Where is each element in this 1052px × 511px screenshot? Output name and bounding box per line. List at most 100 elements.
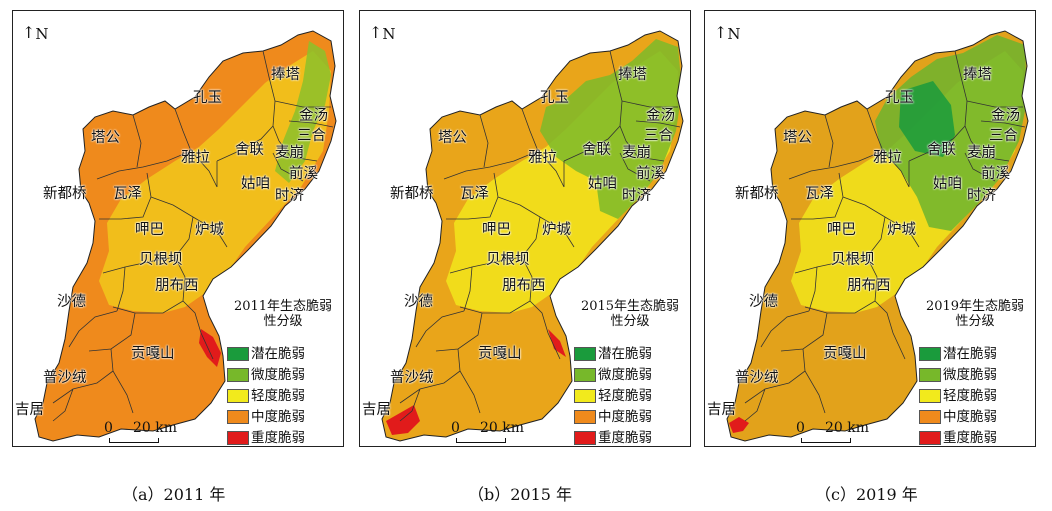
north-label: N: [35, 25, 49, 43]
place-label: 金汤: [646, 108, 675, 124]
place-label: 普沙绒: [390, 370, 434, 386]
legend-swatch: [227, 431, 249, 445]
legend-swatch: [919, 431, 941, 445]
place-label: 呷巴: [135, 222, 164, 238]
caption-a: （a）2011 年: [122, 485, 226, 504]
place-label: 雅拉: [181, 150, 210, 166]
place-label: 沙德: [749, 294, 778, 310]
place-label: 捧塔: [963, 67, 992, 83]
township-boundaries: [399, 50, 681, 422]
place-label: 新都桥: [43, 186, 87, 202]
place-label: 新都桥: [735, 186, 779, 202]
place-label: 瓦泽: [460, 186, 489, 202]
north-arrow: ↑N: [714, 25, 741, 44]
legend-item-label: 微度脆弱: [943, 367, 997, 383]
township-boundaries: [744, 50, 1026, 422]
legend-item-label: 重度脆弱: [251, 430, 305, 446]
place-label: 麦崩: [967, 145, 996, 161]
legend-swatch: [919, 410, 941, 424]
scale-zero: 0: [104, 420, 113, 436]
place-label: 塔公: [438, 130, 467, 146]
legend-item-label: 轻度脆弱: [598, 388, 652, 404]
raster-green-zone: [540, 39, 682, 219]
place-label: 姑咱: [933, 176, 962, 192]
scale-distance: 20 km: [133, 420, 178, 436]
place-label: 吉居: [15, 402, 44, 418]
township-boundaries: [52, 50, 334, 422]
north-arrow: ↑N: [22, 23, 49, 44]
north-arrow: ↑N: [369, 25, 396, 44]
place-label: 孔玉: [885, 90, 914, 106]
place-label: 朋布西: [502, 278, 546, 294]
legend-item-label: 重度脆弱: [598, 430, 652, 446]
legend-title-line2: 性分级: [263, 314, 303, 329]
legend-item-label: 轻度脆弱: [943, 388, 997, 404]
place-label: 塔公: [783, 130, 812, 146]
scale-bar: 0 20 km: [451, 420, 554, 446]
place-label: 孔玉: [193, 90, 222, 106]
legend-title-line1: 2015年生态脆弱: [580, 299, 680, 314]
legend-title-line1: 2019年生态脆弱: [925, 299, 1025, 314]
scale-distance: 20 km: [480, 420, 525, 436]
place-label: 孔玉: [540, 90, 569, 106]
place-label: 瓦泽: [805, 186, 834, 202]
place-label: 呷巴: [827, 222, 856, 238]
raster-light-zone: [99, 51, 331, 313]
place-label: 瓦泽: [113, 186, 142, 202]
legend-item-label: 重度脆弱: [943, 430, 997, 446]
place-label: 雅拉: [528, 150, 557, 166]
raster-green-zone: [275, 41, 331, 183]
map-panel-2015: ↑N 捧塔 孔玉 金汤 三合 塔公 雅拉 舍联 麦崩 前溪 新都桥 瓦泽 姑咱 时济 呷巴 炉城 贝根坝 朋布西…: [359, 10, 691, 447]
place-label: 前溪: [981, 166, 1010, 182]
scale-distance: 20 km: [825, 420, 870, 436]
place-label: 贝根坝: [486, 252, 530, 268]
place-label: 舍联: [582, 142, 611, 158]
place-label: 三合: [989, 128, 1018, 144]
place-label: 麦崩: [275, 145, 304, 161]
legend-item-label: 中度脆弱: [943, 409, 997, 425]
place-label: 朋布西: [847, 278, 891, 294]
raster-severe-zone: [729, 417, 749, 433]
caption-c: （c）2019 年: [815, 485, 918, 504]
legend-swatch: [574, 410, 596, 424]
county-boundary: [381, 30, 684, 442]
place-label: 普沙绒: [735, 370, 779, 386]
legend-swatch: [227, 347, 249, 361]
scale-bar-line: [801, 438, 851, 443]
map-panel-2011: ↑N 捧塔 孔玉 金汤 三合 塔公 雅拉 舍联 麦崩 前溪 新都桥 瓦泽 姑咱 时济 呷巴 炉城 贝根坝 朋布西…: [12, 10, 344, 447]
place-label: 贝根坝: [139, 252, 183, 268]
scale-bar: 0 20 km: [796, 420, 899, 446]
place-label: 金汤: [991, 108, 1020, 124]
place-label: 贝根坝: [831, 252, 875, 268]
place-label: 贡嘎山: [478, 346, 522, 362]
place-label: 时济: [275, 188, 304, 204]
north-arrow-icon: ↑: [22, 23, 36, 42]
map-canvas: [726, 30, 1029, 442]
place-label: 姑咱: [241, 176, 270, 192]
legend-swatch: [919, 368, 941, 382]
raster-severe-zone: [386, 329, 566, 435]
place-label: 姑咱: [588, 176, 617, 192]
map-canvas: [381, 30, 684, 442]
place-label: 三合: [297, 128, 326, 144]
legend-item-label: 潜在脆弱: [598, 346, 652, 362]
county-boundary: [34, 30, 337, 442]
legend-item-label: 微度脆弱: [598, 367, 652, 383]
map-canvas: [34, 30, 337, 442]
place-label: 舍联: [927, 142, 956, 158]
legend-swatch: [574, 368, 596, 382]
north-label: N: [382, 25, 396, 43]
north-label: N: [727, 25, 741, 43]
legend: 2019年生态脆弱 性分级 潜在脆弱 微度脆弱 轻度脆弱 中度脆弱 重度脆弱: [913, 299, 1035, 446]
legend-swatch: [919, 389, 941, 403]
legend-title-line2: 性分级: [955, 314, 995, 329]
scale-bar-line: [456, 438, 506, 443]
legend-item-label: 轻度脆弱: [251, 388, 305, 404]
place-label: 舍联: [235, 142, 264, 158]
legend: 2011年生态脆弱 性分级 潜在脆弱 微度脆弱 轻度脆弱 中度脆弱 重度脆弱: [221, 299, 343, 446]
place-label: 金汤: [299, 108, 328, 124]
place-label: 时济: [622, 188, 651, 204]
place-label: 贡嘎山: [823, 346, 867, 362]
raster-green-core: [899, 81, 955, 157]
legend-swatch: [574, 431, 596, 445]
